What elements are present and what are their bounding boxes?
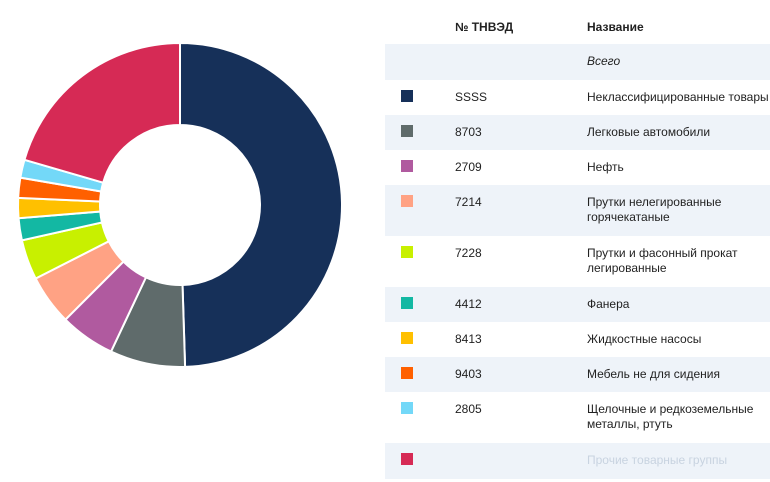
- table-row[interactable]: Прочие товарные группы: [385, 443, 770, 479]
- total-label: Всего: [587, 54, 621, 68]
- table-row[interactable]: 8703 Легковые автомобили: [385, 115, 770, 150]
- row-code: 7214: [455, 195, 482, 209]
- table-row[interactable]: 8413 Жидкостные насосы: [385, 322, 770, 357]
- row-name: Мебель не для сидения: [587, 367, 720, 381]
- row-code: 8413: [455, 332, 482, 346]
- legend-swatch: [401, 332, 413, 344]
- row-code: 9403: [455, 367, 482, 381]
- legend-swatch: [401, 453, 413, 465]
- row-code: 2709: [455, 160, 482, 174]
- row-name: Прутки и фасонный прокат легированные: [587, 246, 738, 275]
- table-row[interactable]: SSSS Неклассифицированные товары: [385, 80, 770, 115]
- legend-swatch: [401, 195, 413, 207]
- legend-table: № ТНВЭД Название Всего SSSS Неклассифици…: [385, 8, 770, 479]
- donut-chart: [17, 41, 343, 368]
- row-name: Жидкостные насосы: [587, 332, 702, 346]
- row-code: SSSS: [455, 90, 488, 104]
- table-row[interactable]: 2805 Щелочные и редкоземельные металлы, …: [385, 392, 770, 443]
- row-name: Неклассифицированные товары: [587, 90, 769, 104]
- row-code: 8703: [455, 125, 482, 139]
- row-name: Легковые автомобили: [587, 125, 711, 139]
- row-name: Прутки нелегированные горячекатаные: [587, 195, 722, 224]
- table-header: № ТНВЭД Название: [385, 8, 770, 44]
- header-name: Название: [587, 20, 644, 34]
- row-name: Фанера: [587, 297, 630, 311]
- total-row[interactable]: Всего: [385, 44, 770, 80]
- header-code: № ТНВЭД: [455, 20, 514, 34]
- row-code: 4412: [455, 297, 482, 311]
- table-row[interactable]: 7228 Прутки и фасонный прокат легированн…: [385, 236, 770, 287]
- donut-slice[interactable]: [23, 41, 181, 184]
- table-row[interactable]: 2709 Нефть: [385, 150, 770, 185]
- table-row[interactable]: 7214 Прутки нелегированные горячекатаные: [385, 185, 770, 236]
- row-name: Нефть: [587, 160, 624, 174]
- legend-swatch: [401, 125, 413, 137]
- legend-swatch: [401, 297, 413, 309]
- row-code: 2805: [455, 402, 482, 416]
- donut-slice[interactable]: [179, 41, 343, 368]
- row-name: Щелочные и редкоземельные металлы, ртуть: [587, 402, 754, 431]
- legend-swatch: [401, 90, 413, 102]
- legend-swatch: [401, 246, 413, 258]
- legend-swatch: [401, 160, 413, 172]
- table-row[interactable]: 9403 Мебель не для сидения: [385, 357, 770, 392]
- row-code: 7228: [455, 246, 482, 260]
- legend-swatch: [401, 402, 413, 414]
- legend-swatch: [401, 367, 413, 379]
- table-row[interactable]: 4412 Фанера: [385, 287, 770, 322]
- row-name: Прочие товарные группы: [587, 453, 728, 467]
